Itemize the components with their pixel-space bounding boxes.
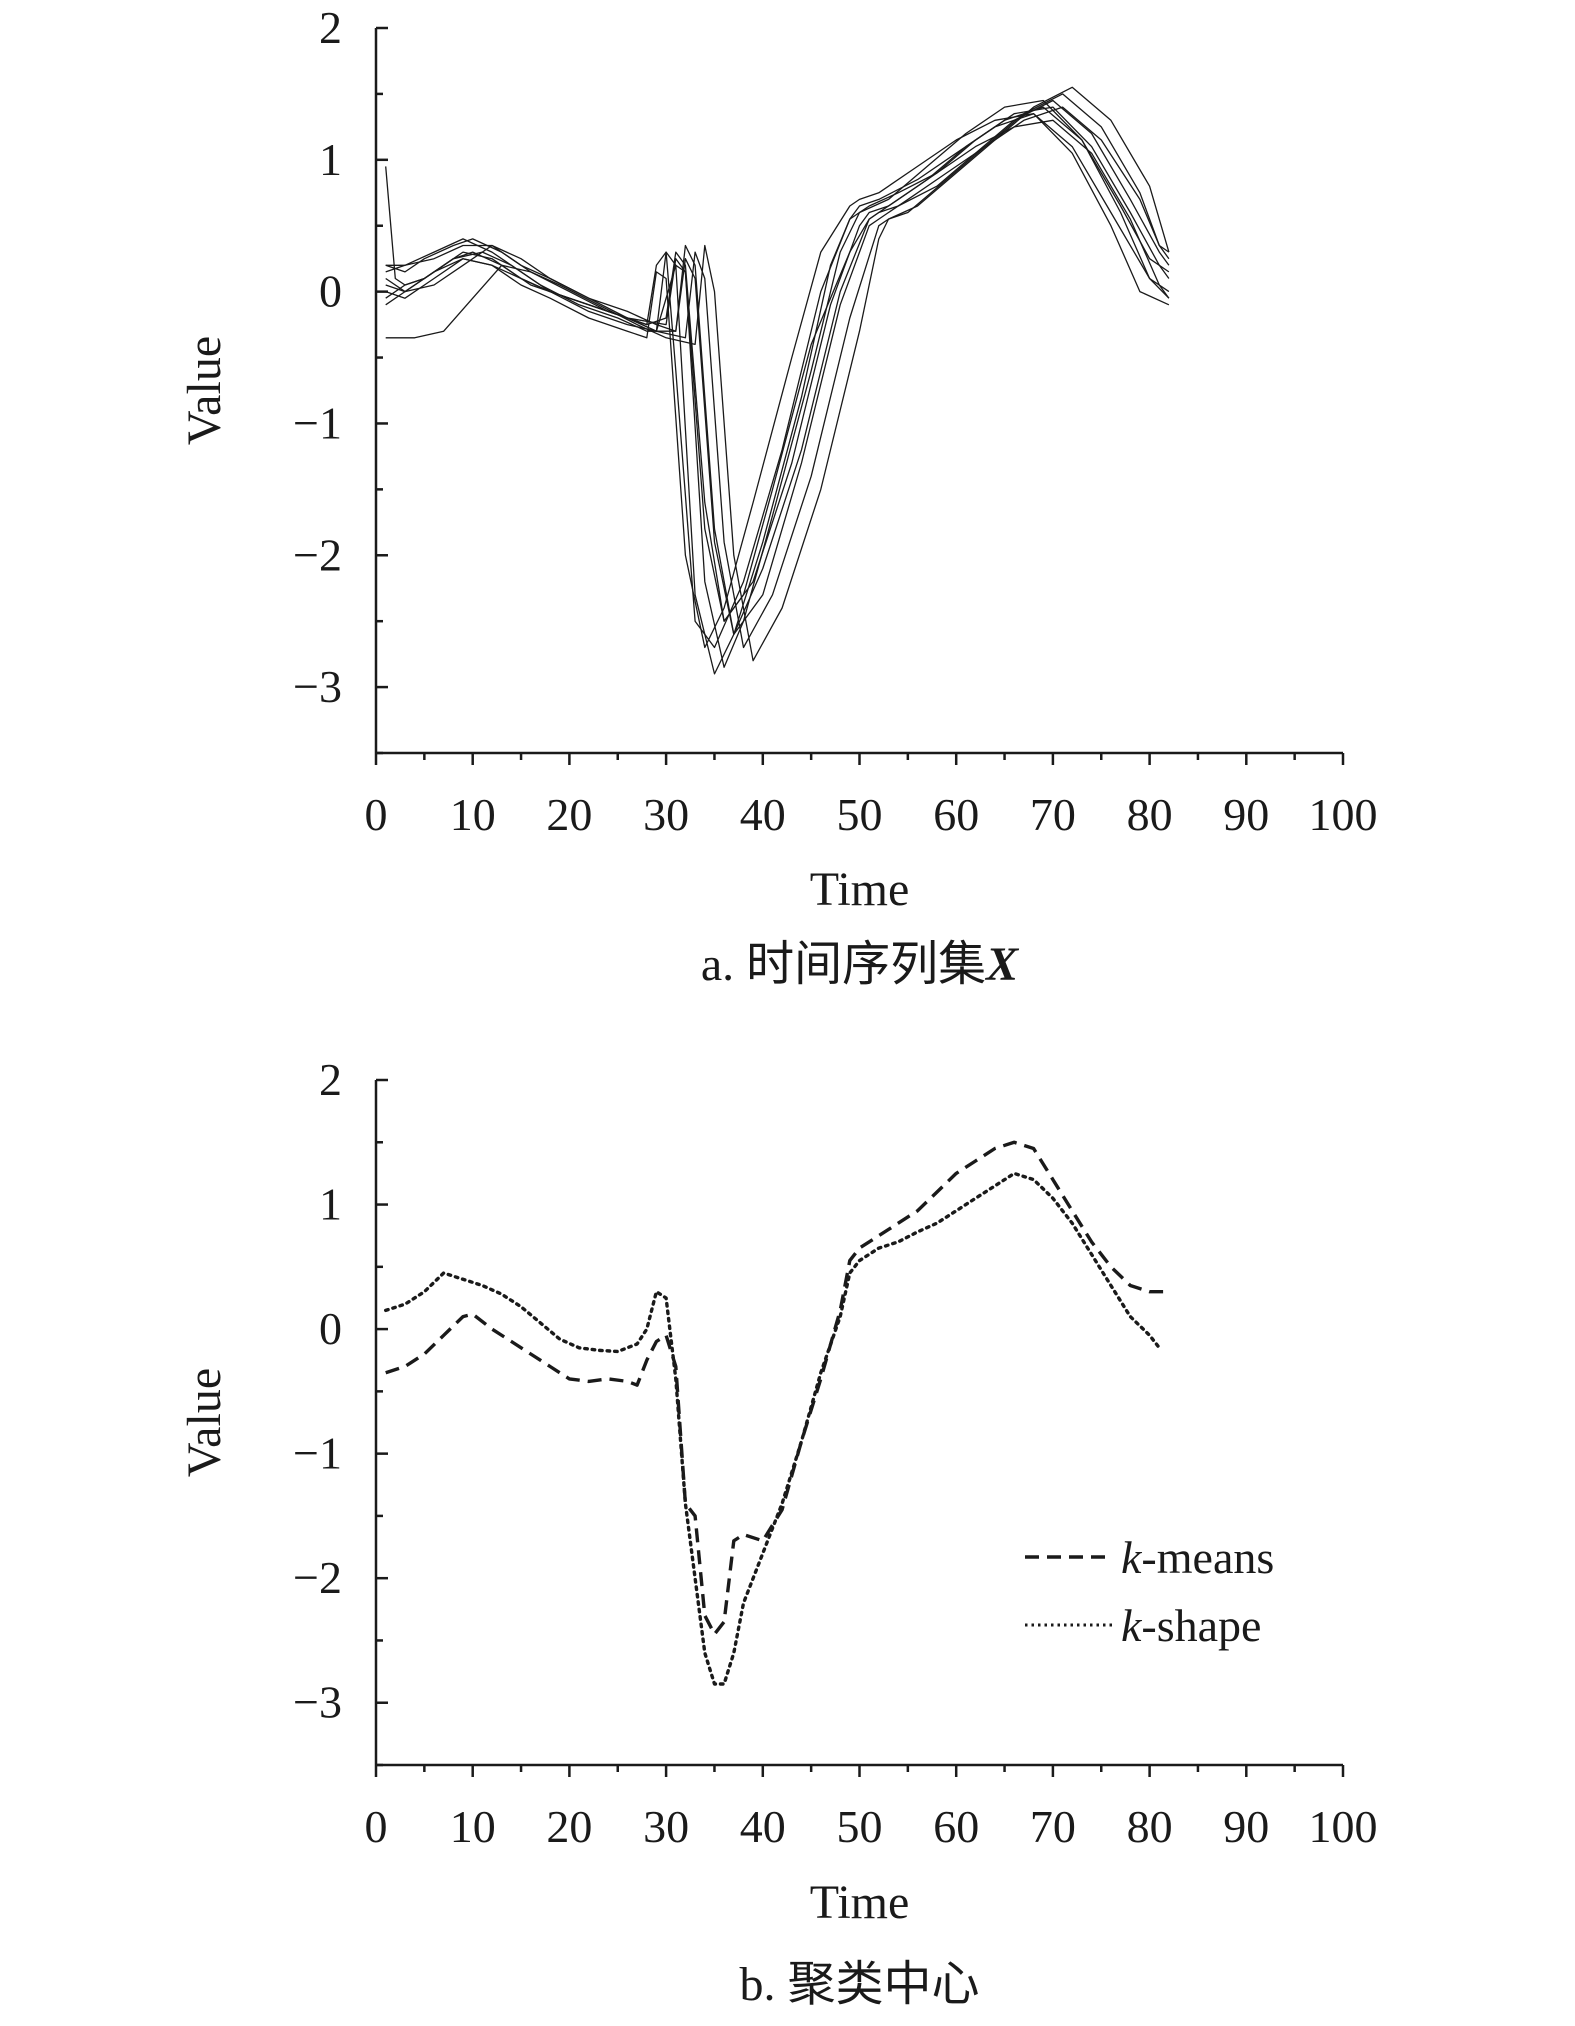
y-tick-label: −3 (293, 1677, 342, 1728)
y-tick-label: −2 (293, 1552, 342, 1603)
caption-text: a. 时间序列集 (701, 938, 986, 991)
caption-b: b. 聚类中心 (739, 1958, 979, 2011)
x-tick-label: 50 (837, 789, 883, 840)
series-line-a-3 (385, 99, 1170, 636)
y-tick-label: 1 (319, 1179, 342, 1230)
y-tick-label: 2 (319, 1054, 342, 1105)
legend-label-k-means: k-means (1121, 1532, 1274, 1583)
legend-label-k-shape: k-shape (1121, 1600, 1261, 1651)
y-axis-label: Value (178, 336, 231, 445)
x-tick-label: 60 (933, 789, 979, 840)
series-line-a-6 (385, 119, 1170, 668)
x-tick-label: 70 (1030, 789, 1076, 840)
chart-panel-a: 210−1−2−30 10 20 30 40 50 60 70 80 90 100TimeValue… (178, 2, 1378, 991)
x-tick-label: 60 (933, 1801, 979, 1852)
x-tick-label: 80 (1127, 789, 1173, 840)
series-line-k-shape (384, 1171, 1162, 1686)
x-tick-label: 10 (450, 1801, 496, 1852)
x-tick-label: 10 (450, 789, 496, 840)
x-tick-label: 90 (1223, 1801, 1269, 1852)
y-tick-label: −1 (293, 1428, 342, 1479)
x-tick-label: 80 (1127, 1801, 1173, 1852)
series-line-a-8 (385, 113, 1170, 649)
y-axis-label: Value (178, 1368, 231, 1477)
chart-panel-b: 210−1−2−30 10 20 30 40 50 60 70 80 90 100TimeValue… (178, 1054, 1378, 2011)
series-line-a-10 (385, 106, 1170, 622)
y-tick-label: 0 (319, 266, 342, 317)
x-tick-label: 20 (546, 789, 592, 840)
x-tick-label: 20 (546, 1801, 592, 1852)
series-line-a-4 (385, 93, 1170, 649)
legend-label-rest: -shape (1141, 1600, 1261, 1651)
x-tick-label: 70 (1030, 1801, 1076, 1852)
y-tick-label: −3 (293, 661, 342, 712)
series-line-a-5 (385, 86, 1170, 662)
x-tick-label: 0 (365, 1801, 388, 1852)
x-tick-label: 0 (365, 789, 388, 840)
x-tick-label: 90 (1223, 789, 1269, 840)
series-line-k-means (385, 1140, 1169, 1636)
y-tick-label: 1 (319, 134, 342, 185)
x-tick-label: 30 (643, 789, 689, 840)
legend-label-italic: k (1121, 1600, 1143, 1651)
caption-symbol: X (984, 938, 1019, 991)
x-tick-label: 100 (1309, 1801, 1378, 1852)
x-tick-label: 100 (1309, 789, 1378, 840)
x-tick-label: 40 (740, 1801, 786, 1852)
y-tick-label: −1 (293, 397, 342, 448)
y-tick-label: 0 (319, 1303, 342, 1354)
series-line-a-1 (385, 113, 1170, 649)
legend-label-italic: k (1121, 1532, 1143, 1583)
caption-a: a. 时间序列集X (701, 938, 1019, 991)
y-tick-label: −2 (293, 529, 342, 580)
x-axis-label: Time (810, 1876, 910, 1929)
series-line-a-9 (385, 106, 1170, 636)
legend-label-rest: -means (1141, 1532, 1274, 1583)
x-tick-label: 30 (643, 1801, 689, 1852)
series-line-a-7 (385, 99, 1170, 675)
x-tick-label: 40 (740, 789, 786, 840)
y-tick-label: 2 (319, 2, 342, 53)
x-axis-label: Time (810, 863, 910, 916)
x-tick-label: 50 (837, 1801, 883, 1852)
